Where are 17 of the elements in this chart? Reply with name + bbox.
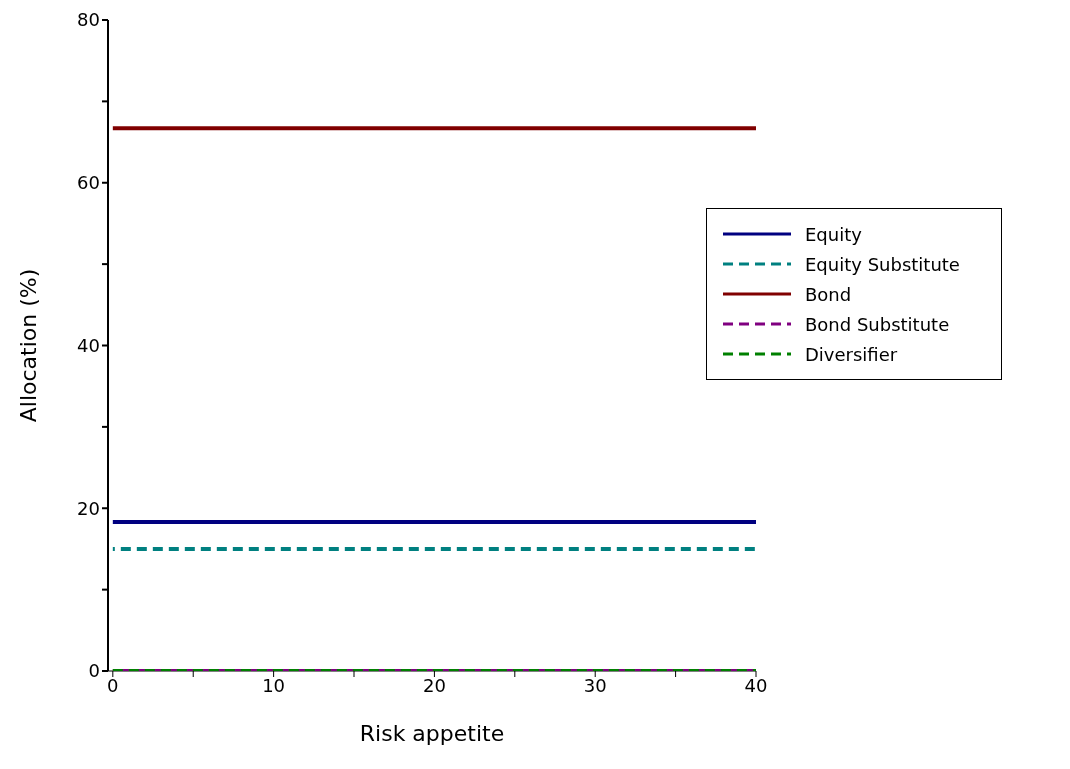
- legend-label: Diversifier: [805, 343, 898, 365]
- y-axis-title: Allocation (%): [15, 268, 41, 423]
- legend-label: Equity: [805, 223, 862, 245]
- legend-label: Bond Substitute: [805, 313, 950, 335]
- y-tick-label: 60: [77, 172, 100, 194]
- x-tick-label: 40: [744, 674, 768, 696]
- x-tick-label: 30: [583, 674, 607, 696]
- y-tick-label: 80: [77, 9, 100, 31]
- x-axis-title: Risk appetite: [359, 721, 505, 746]
- y-tick-label: 40: [77, 334, 100, 356]
- legend-label: Equity Substitute: [805, 253, 960, 275]
- x-tick-label: 0: [107, 674, 119, 696]
- y-tick-label: 20: [77, 497, 100, 519]
- legend-label: Bond: [805, 283, 852, 305]
- x-tick-label: 20: [422, 674, 446, 696]
- y-tick-label: 0: [88, 660, 100, 682]
- x-tick-label: 10: [262, 674, 286, 696]
